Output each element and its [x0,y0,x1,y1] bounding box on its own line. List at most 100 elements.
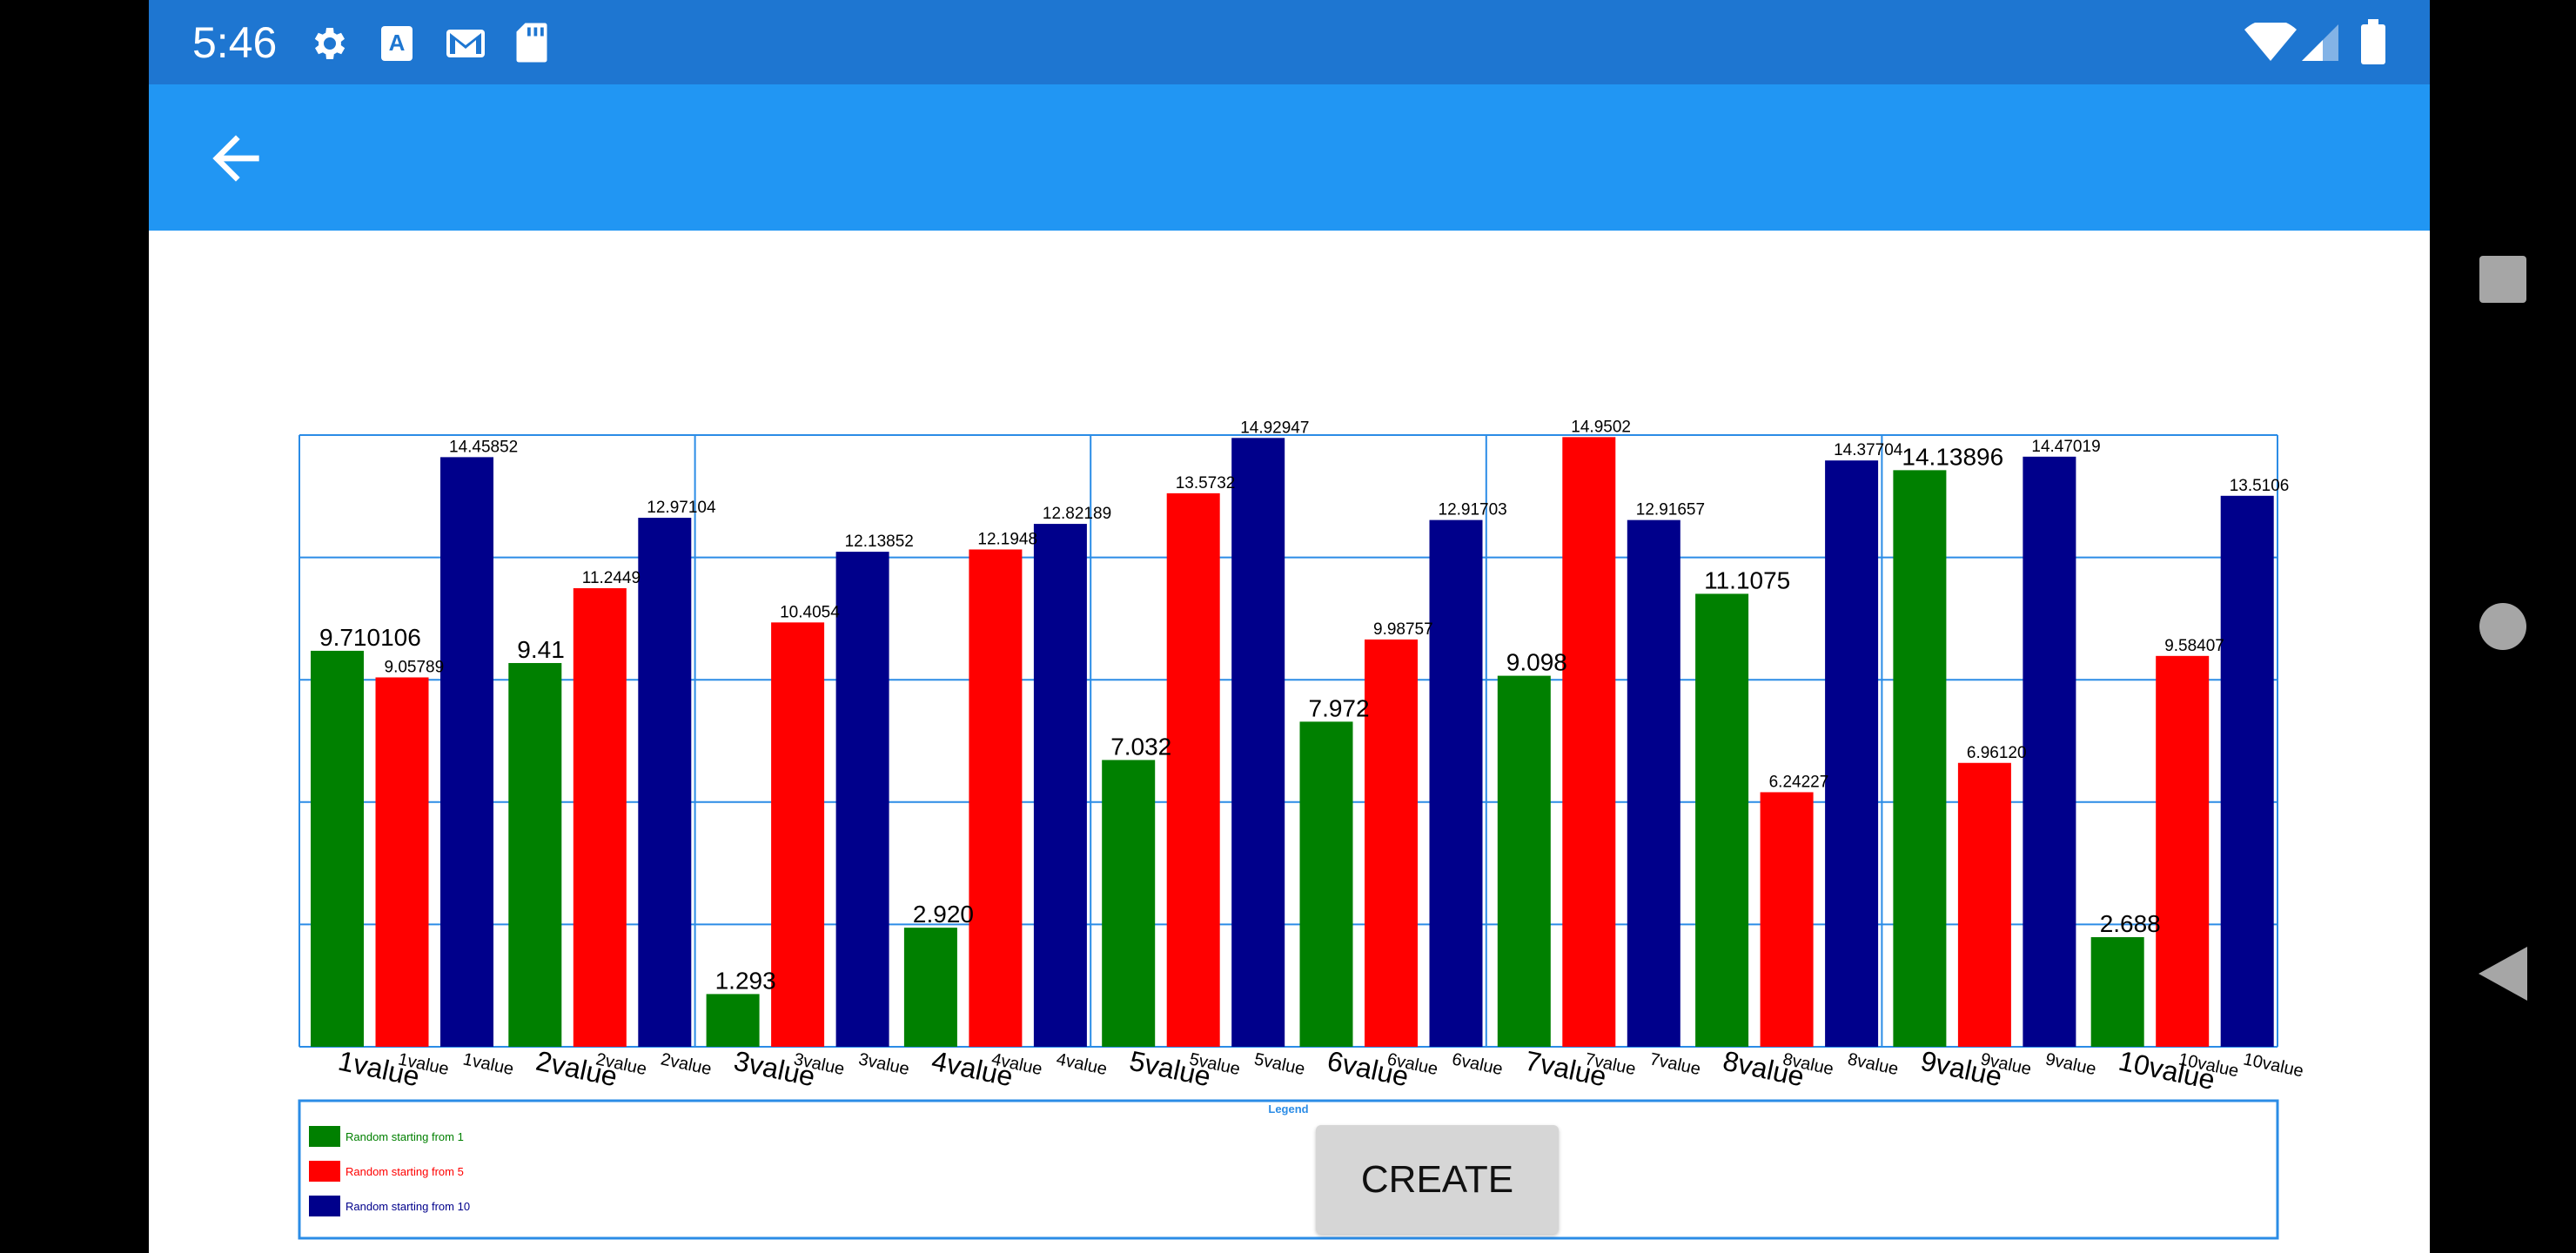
sd-card-icon [516,23,547,63]
bar-value-label: 9.58407 [2164,637,2224,655]
status-time: 5:46 [192,18,278,67]
bar-7value-series-2 [1562,437,1616,1047]
bar-4value-series-3 [1033,524,1087,1047]
bar-9value-series-2 [1957,762,2011,1047]
legend-swatch [309,1161,340,1182]
bar-3value-series-3 [835,552,889,1047]
bar-9value-series-3 [2023,456,2076,1047]
x-tick-label: 4value [1055,1049,1109,1079]
home-circle-icon[interactable] [2479,603,2526,650]
bar-1value-series-2 [375,677,429,1047]
bar-5value-series-2 [1166,492,1220,1047]
bar-value-label: 12.82189 [1043,505,1111,523]
bar-value-label: 12.1948 [977,530,1037,548]
wifi-icon [2244,23,2297,61]
bar-value-label: 10.4054 [780,603,840,621]
bar-5value-series-3 [1231,438,1285,1047]
bar-5value-series-1 [1102,760,1156,1047]
bar-6value-series-3 [1429,519,1483,1047]
bar-chart: 9.710106 9.05789 14.45852 9.41 11.2449 12.971… [298,418,2305,1240]
svg-text:A: A [389,30,406,56]
bar-value-label: 6.96120 [1967,744,2027,762]
settings-icon [314,28,345,59]
x-tick-label: 6value [1450,1049,1504,1079]
bar-2value-series-3 [638,518,692,1047]
legend-title: Legend [1268,1102,1308,1116]
arrow-left-icon[interactable] [201,124,271,193]
bar-value-label: 2.688 [2100,910,2161,937]
bar-10value-series-2 [2156,655,2210,1047]
x-tick-label: 9value [2043,1049,2097,1079]
bar-10value-series-3 [2220,495,2274,1047]
bar-value-label: 12.91657 [1636,501,1705,519]
app-screen: 5:46 A [149,0,2430,1253]
x-tick-label: 1value [461,1049,515,1079]
bar-value-label: 12.13852 [845,533,914,551]
x-tick-label: 3value [857,1049,911,1079]
bar-value-label: 2.920 [913,901,974,928]
bar-value-label: 14.47019 [2031,438,2100,456]
chart-bars [311,437,2274,1047]
bar-value-label: 12.91703 [1439,501,1507,519]
chart-grid [299,434,2278,1048]
bar-6value-series-2 [1365,639,1418,1047]
bar-10value-series-1 [2090,937,2144,1047]
bar-value-label: 7.972 [1309,694,1370,721]
x-tick-label: 10value [2242,1049,2305,1081]
bar-value-label: 6.24227 [1769,773,1829,791]
legend-entry: Random starting from 5 [345,1165,464,1178]
bar-value-label: 14.92947 [1240,419,1309,437]
text-a-icon: A [381,26,413,61]
bar-7value-series-1 [1497,675,1551,1047]
x-tick-label: 7value [1648,1049,1702,1079]
navigation-bar [2430,0,2576,1253]
bar-7value-series-3 [1627,519,1680,1047]
bar-value-label: 14.45852 [449,438,518,456]
bar-3value-series-2 [771,622,825,1047]
bar-2value-series-2 [573,587,627,1047]
bar-value-label: 13.5732 [1176,474,1236,492]
bar-value-label: 7.032 [1110,733,1171,760]
x-tick-label: 2value [659,1049,713,1079]
bar-value-label: 11.1075 [1704,566,1790,593]
bar-value-label: 12.97104 [647,499,716,517]
bar-value-label: 1.293 [715,967,776,994]
bar-value-label: 13.5106 [2230,477,2290,495]
bar-2value-series-1 [508,662,562,1047]
bar-8value-series-3 [1825,460,1879,1047]
chart-legend: Legend Random starting from 1 Random start… [298,1099,2279,1240]
recent-apps-square-icon[interactable] [2479,256,2526,303]
create-button[interactable]: CREATE [1316,1125,1559,1234]
x-tick-label: 8value [1846,1049,1900,1079]
bar-value-label: 14.37704 [1834,441,1903,459]
bar-3value-series-1 [706,994,760,1047]
bar-4value-series-2 [969,549,1023,1047]
bar-6value-series-1 [1299,721,1353,1047]
bar-1value-series-3 [440,457,493,1047]
bar-value-label: 14.13896 [1902,443,2003,470]
bar-8value-series-1 [1695,593,1749,1047]
bar-1value-series-1 [311,650,364,1047]
bar-4value-series-1 [903,928,957,1047]
x-tick-label: 5value [1252,1049,1306,1079]
cell-signal-icon [2302,24,2338,61]
legend-swatch [309,1126,340,1147]
bar-value-label: 9.41 [517,636,565,663]
chart-data-labels: 9.710106 9.05789 14.45852 9.41 11.2449 12.971… [319,418,2289,994]
bar-value-label: 9.05789 [385,658,445,676]
bar-value-label: 9.098 [1506,649,1567,676]
bar-value-label: 11.2449 [582,569,641,587]
gmail-icon [446,30,485,57]
bar-value-label: 9.98757 [1373,620,1433,639]
bar-8value-series-2 [1760,792,1814,1047]
legend-entry: Random starting from 1 [345,1130,464,1143]
app-bar [149,84,2430,231]
status-bar: 5:46 A [149,0,2430,84]
legend-box [298,1099,2279,1240]
back-triangle-icon[interactable] [2479,947,2527,1001]
legend-entry: Random starting from 10 [345,1200,470,1213]
bar-value-label: 14.9502 [1571,418,1631,436]
bar-value-label: 9.710106 [319,624,421,651]
legend-swatch [309,1196,340,1216]
